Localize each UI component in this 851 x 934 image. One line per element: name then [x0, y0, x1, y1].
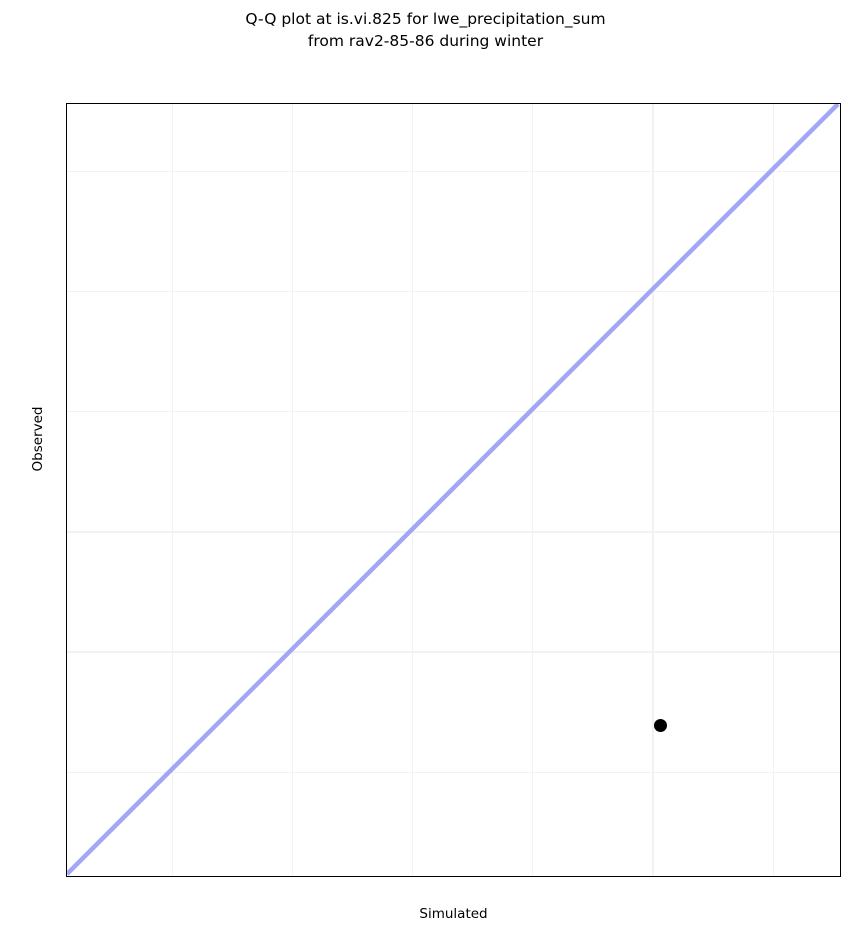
y-axis-label: Observed: [30, 406, 46, 472]
x-tick-mark: [412, 876, 413, 877]
x-tick-mark: [292, 876, 293, 877]
x-tick-mark: [532, 876, 533, 877]
x-tick-mark: [652, 876, 653, 877]
y-tick-mark: [66, 411, 67, 412]
gridline-vertical: [412, 104, 414, 876]
gridline-horizontal: [67, 291, 840, 293]
y-tick-mark: [66, 291, 67, 292]
reference-line: [67, 104, 840, 876]
y-tick-mark: [66, 651, 67, 652]
gridline-vertical: [291, 104, 293, 876]
gridline-vertical: [652, 104, 654, 876]
gridline-vertical: [532, 104, 534, 876]
gridline-horizontal: [67, 771, 840, 773]
gridline-horizontal: [67, 411, 840, 413]
gridlines: [67, 104, 840, 876]
y-tick-mark: [66, 531, 67, 532]
gridline-horizontal: [67, 171, 840, 173]
data-point: [654, 719, 668, 733]
x-tick-mark: [773, 876, 774, 877]
x-tick-mark: [172, 876, 173, 877]
y-tick-mark: [66, 171, 67, 172]
gridline-vertical: [772, 104, 774, 876]
gridline-vertical: [171, 104, 173, 876]
x-axis-label: Simulated: [419, 906, 488, 922]
plot-area: 230240250260270280230240250260270280: [66, 103, 841, 877]
data-layer: [67, 104, 840, 876]
gridline-horizontal: [67, 651, 840, 653]
y-tick-mark: [66, 772, 67, 773]
gridline-horizontal: [67, 531, 840, 533]
chart-title: Q-Q plot at is.vi.825 for lwe_precipitat…: [245, 10, 606, 50]
